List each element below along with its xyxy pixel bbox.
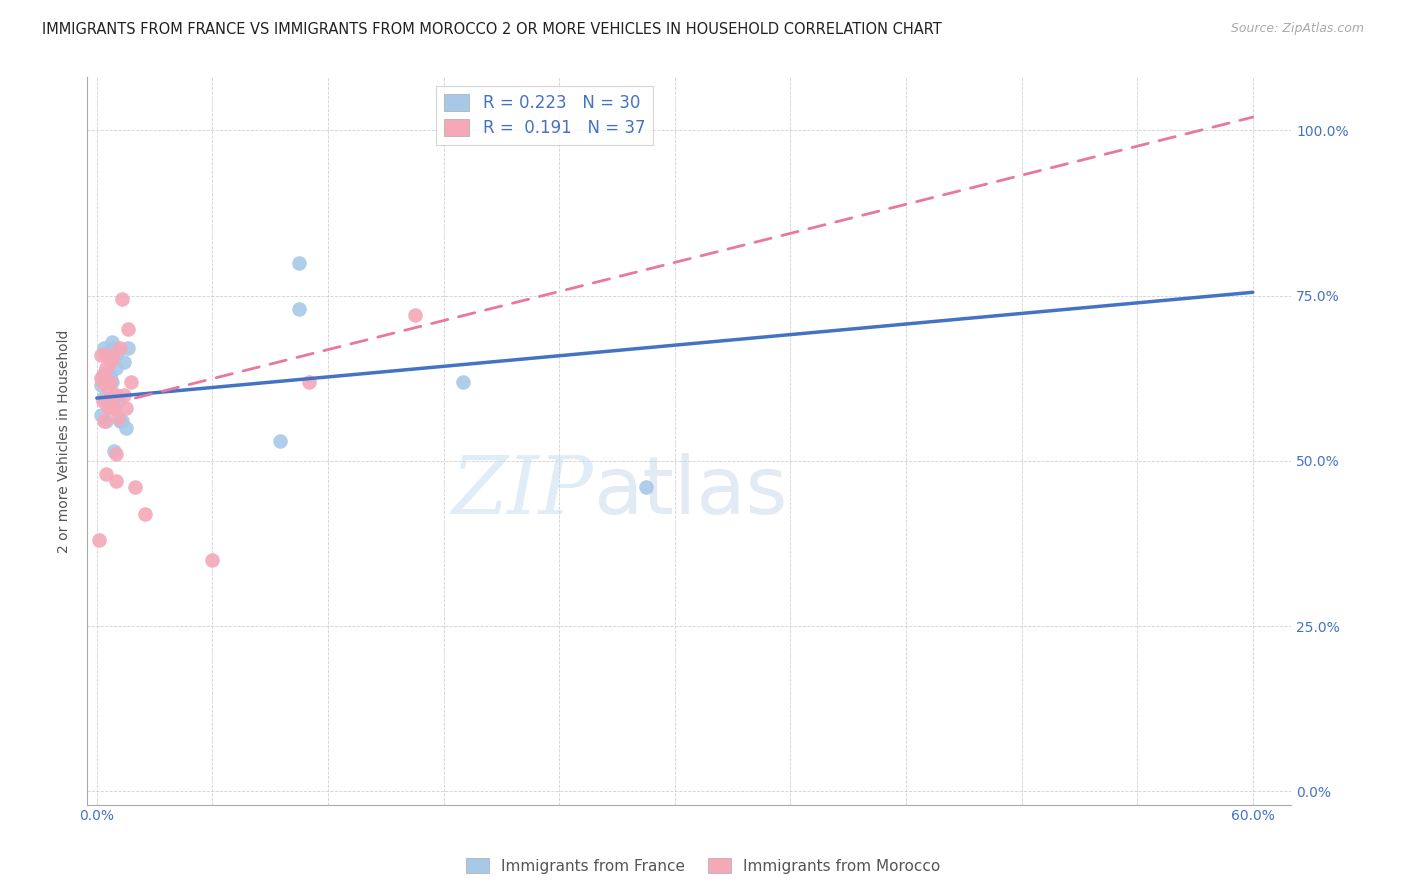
Point	[114, 421, 136, 435]
Point	[98, 354, 121, 368]
Point	[107, 394, 129, 409]
Point	[93, 371, 115, 385]
Point	[90, 408, 112, 422]
Point	[91, 394, 114, 409]
Point	[96, 348, 118, 362]
Point	[93, 414, 115, 428]
Point	[105, 388, 128, 402]
Point	[98, 368, 121, 382]
Legend: R = 0.223   N = 30, R =  0.191   N = 37: R = 0.223 N = 30, R = 0.191 N = 37	[436, 86, 654, 145]
Point	[101, 351, 124, 366]
Point	[117, 342, 139, 356]
Point	[201, 553, 224, 567]
Point	[114, 401, 136, 415]
Point	[105, 361, 128, 376]
Point	[96, 361, 118, 376]
Point	[103, 342, 125, 356]
Point	[91, 391, 114, 405]
Point	[97, 381, 120, 395]
Y-axis label: 2 or more Vehicles in Household: 2 or more Vehicles in Household	[58, 329, 72, 553]
Point	[98, 371, 121, 385]
Point	[101, 401, 124, 415]
Point	[451, 375, 474, 389]
Point	[97, 375, 120, 389]
Point	[288, 301, 311, 316]
Point	[101, 334, 124, 349]
Point	[103, 444, 125, 458]
Point	[87, 533, 110, 548]
Text: Source: ZipAtlas.com: Source: ZipAtlas.com	[1230, 22, 1364, 36]
Point	[112, 354, 135, 368]
Point	[117, 321, 139, 335]
Point	[634, 480, 657, 494]
Point	[107, 410, 129, 425]
Point	[96, 467, 118, 481]
Point	[90, 371, 112, 385]
Point	[98, 375, 121, 389]
Point	[105, 447, 128, 461]
Text: atlas: atlas	[593, 453, 787, 531]
Point	[90, 348, 112, 362]
Point	[97, 401, 120, 415]
Point	[112, 388, 135, 402]
Point	[97, 375, 120, 389]
Point	[91, 368, 114, 382]
Point	[103, 401, 125, 415]
Point	[124, 480, 146, 494]
Point	[111, 414, 134, 428]
Point	[93, 368, 115, 382]
Point	[134, 507, 156, 521]
Point	[96, 375, 118, 389]
Point	[96, 414, 118, 428]
Point	[404, 309, 426, 323]
Point	[97, 344, 120, 359]
Point	[111, 292, 134, 306]
Point	[97, 394, 120, 409]
Point	[101, 375, 124, 389]
Point	[91, 368, 114, 382]
Point	[105, 474, 128, 488]
Point	[91, 375, 114, 389]
Point	[105, 348, 128, 362]
Point	[103, 388, 125, 402]
Text: IMMIGRANTS FROM FRANCE VS IMMIGRANTS FROM MOROCCO 2 OR MORE VEHICLES IN HOUSEHOL: IMMIGRANTS FROM FRANCE VS IMMIGRANTS FRO…	[42, 22, 942, 37]
Point	[288, 255, 311, 269]
Point	[108, 342, 131, 356]
Point	[121, 375, 143, 389]
Point	[108, 414, 131, 428]
Point	[298, 375, 321, 389]
Point	[90, 377, 112, 392]
Point	[269, 434, 291, 448]
Text: ZIP: ZIP	[451, 453, 593, 531]
Legend: Immigrants from France, Immigrants from Morocco: Immigrants from France, Immigrants from …	[460, 852, 946, 880]
Point	[93, 342, 115, 356]
Point	[93, 375, 115, 389]
Point	[101, 348, 124, 362]
